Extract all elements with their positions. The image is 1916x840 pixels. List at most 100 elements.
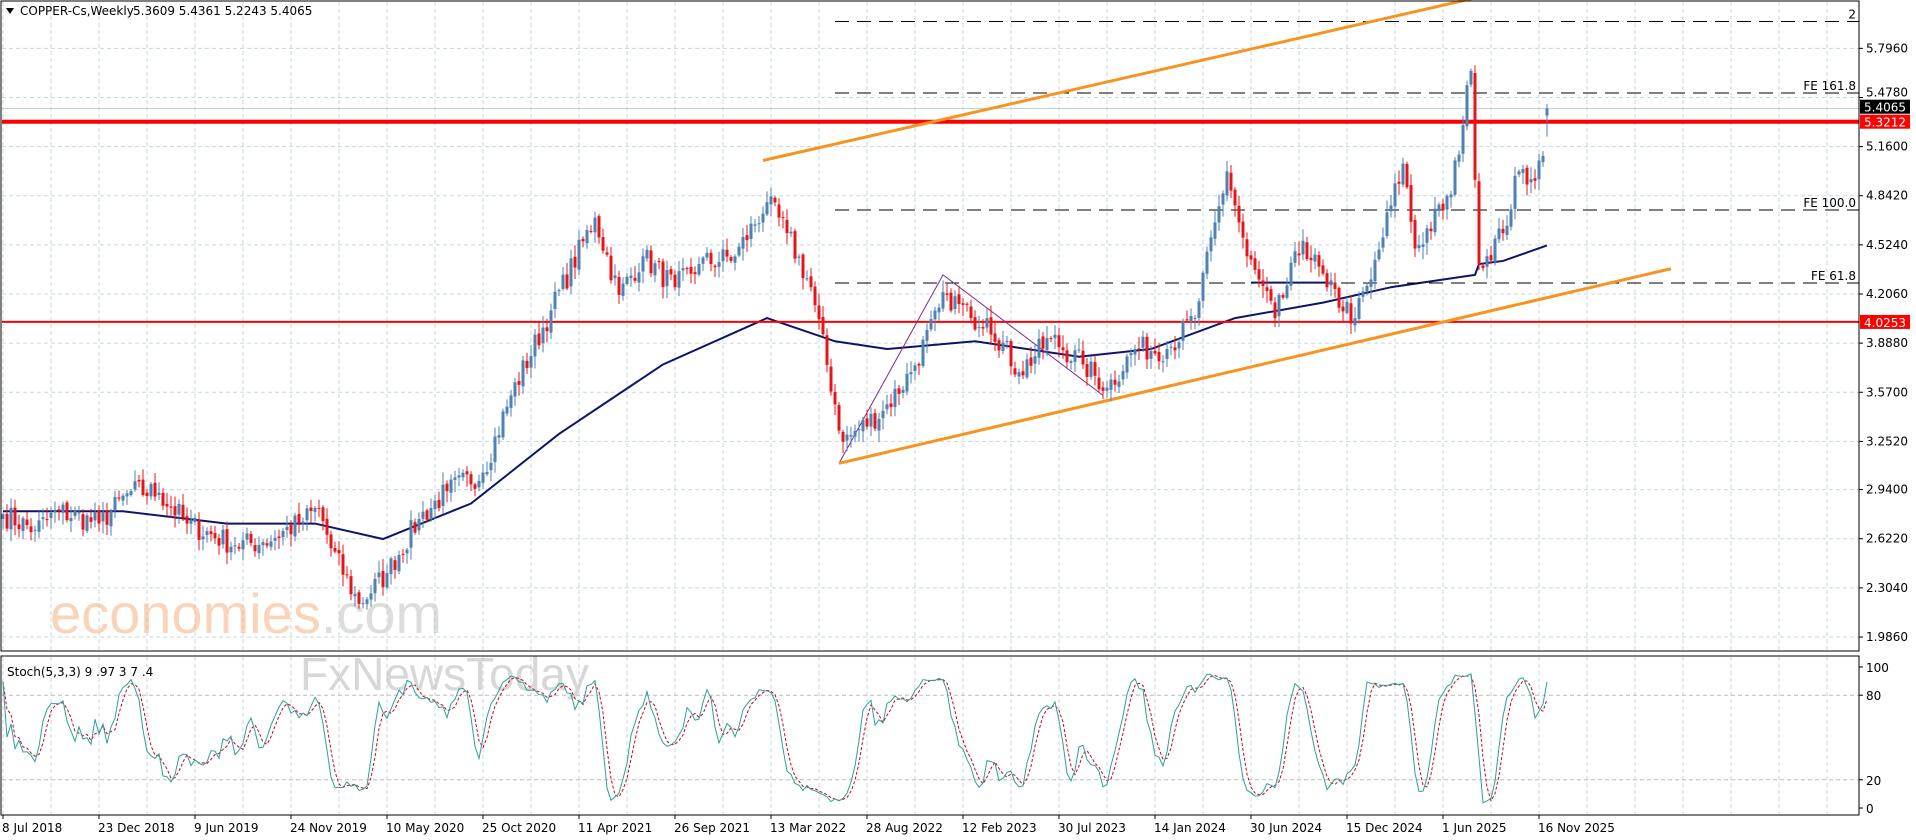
- triangle-down-icon[interactable]: [6, 8, 14, 14]
- candle: [1049, 336, 1053, 343]
- candle: [1125, 353, 1129, 379]
- candle: [565, 262, 569, 291]
- candle-body: [573, 256, 577, 268]
- candle: [1237, 195, 1241, 233]
- candle: [1241, 213, 1245, 249]
- candle: [265, 538, 269, 549]
- candle-body: [449, 479, 453, 493]
- candle-body: [433, 500, 437, 510]
- candle-body: [985, 318, 989, 328]
- candle-body: [1141, 336, 1145, 348]
- candle: [597, 214, 601, 244]
- price-tick-label: 2.9400: [1866, 483, 1908, 497]
- candle: [189, 509, 193, 535]
- candle: [701, 255, 705, 271]
- candle-body: [817, 305, 821, 320]
- candle-body: [685, 268, 689, 270]
- candle: [149, 482, 153, 500]
- candle-body: [569, 258, 573, 287]
- candle: [1013, 361, 1017, 378]
- stochastic-pane[interactable]: [2, 673, 1859, 804]
- stoch-tick-label: 100: [1866, 661, 1889, 675]
- candle: [729, 255, 733, 264]
- candle: [1201, 270, 1205, 309]
- candle: [345, 566, 349, 579]
- candle-body: [457, 475, 461, 478]
- candle-body: [1473, 73, 1477, 180]
- candle: [713, 264, 717, 278]
- candle: [129, 489, 133, 497]
- candle: [65, 500, 69, 523]
- candle: [849, 426, 853, 448]
- time-axis[interactable]: 8 Jul 2018 23 Dec 2018 9 Jun 2019 24 Nov 20…: [2, 815, 1615, 835]
- last-price-box: [1860, 99, 1910, 114]
- candle-body: [241, 540, 245, 550]
- candle: [797, 254, 801, 266]
- candle: [449, 474, 453, 502]
- candle: [89, 508, 93, 529]
- candle: [17, 514, 21, 538]
- candle-body: [893, 388, 897, 408]
- candle-body: [377, 572, 381, 578]
- candle: [957, 285, 961, 314]
- candle-body: [397, 555, 401, 572]
- candle: [1413, 214, 1417, 258]
- candle: [1161, 355, 1165, 373]
- candle-body: [729, 257, 733, 261]
- candle-body: [1013, 368, 1017, 375]
- candle-body: [757, 223, 761, 225]
- candle-body: [1049, 338, 1053, 340]
- candle-body: [1025, 359, 1029, 378]
- candle: [833, 383, 837, 416]
- candle-body: [965, 303, 969, 305]
- candle: [429, 498, 433, 522]
- price-axis[interactable]: 5.7960 5.4780 5.1600 4.8420 4.5240 4.2060 3.88…: [1859, 41, 1910, 816]
- candle-body: [1193, 318, 1197, 320]
- candle: [1509, 204, 1513, 231]
- candle: [125, 489, 129, 505]
- candle: [425, 508, 429, 523]
- candle-body: [693, 272, 697, 275]
- candle-body: [1357, 298, 1361, 320]
- candle: [1205, 246, 1209, 280]
- candle-body: [637, 272, 641, 283]
- candle-body: [33, 529, 37, 531]
- candle: [593, 211, 597, 243]
- candle-body: [1029, 357, 1033, 366]
- candle-body: [1209, 237, 1213, 252]
- candle: [309, 499, 313, 523]
- candle-body: [853, 430, 857, 437]
- candle: [761, 206, 765, 232]
- candle-body: [801, 254, 805, 279]
- candle-body: [933, 310, 937, 320]
- candle: [169, 495, 173, 519]
- candle: [245, 527, 249, 545]
- candle-body: [17, 524, 21, 530]
- candle: [269, 535, 273, 551]
- candle: [1025, 353, 1029, 380]
- candle: [653, 260, 657, 283]
- level-price-label: 4.0253: [1864, 316, 1906, 330]
- candle: [1293, 241, 1297, 267]
- candle: [1185, 310, 1189, 322]
- candle: [557, 288, 561, 296]
- candle-body: [337, 549, 341, 554]
- candle-body: [913, 365, 917, 372]
- candle: [509, 389, 513, 417]
- candle-body: [993, 333, 997, 342]
- candle-body: [121, 495, 125, 501]
- candle: [1357, 291, 1361, 324]
- candle: [773, 196, 777, 207]
- candle-body: [373, 578, 377, 594]
- candle: [821, 305, 825, 337]
- candle-body: [977, 327, 981, 329]
- candle: [141, 469, 145, 497]
- candle: [273, 530, 277, 551]
- candle-body: [1053, 334, 1057, 339]
- candle: [1289, 256, 1293, 291]
- candle-body: [281, 531, 285, 538]
- candle: [1453, 157, 1457, 197]
- candle-body: [961, 303, 965, 305]
- candle: [69, 506, 73, 533]
